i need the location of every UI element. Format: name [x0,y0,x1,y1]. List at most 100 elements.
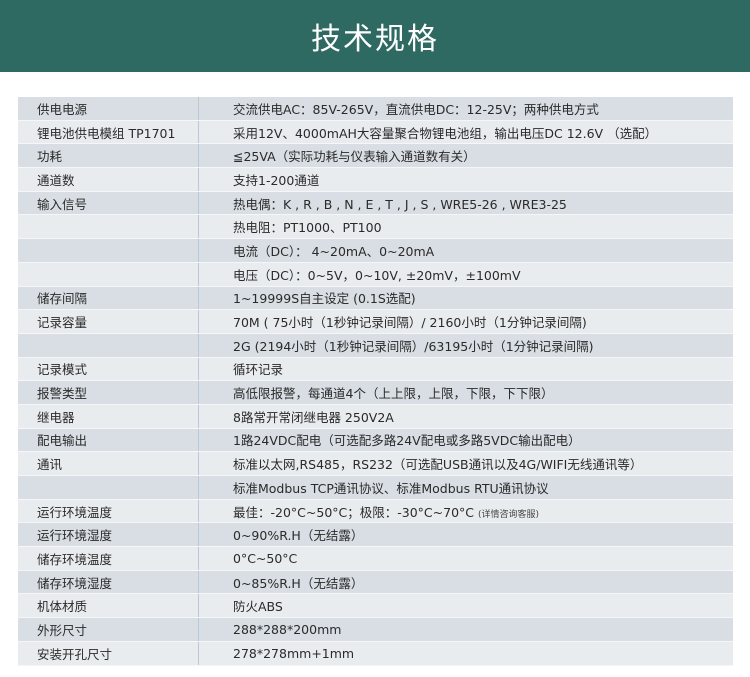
spec-value: 278*278mm+1mm [199,646,354,661]
spec-label: 锂电池供电模组 TP1701 [18,120,199,144]
table-row: 运行环境湿度 0~90%R.H（无结露） [18,523,733,548]
spec-value-text: 热电阻：PT1000、PT100 [233,220,382,236]
spec-label: 输入信号 [18,191,199,215]
spec-value: 70M ( 75小时（1秒钟记录间隔）/ 2160小时（1分钟记录间隔) [199,312,587,331]
spec-value-text: 0°C~50°C [233,550,298,566]
spec-value-text: 热电偶：K , R , B , N , E , T , J , S , WRE5… [233,196,567,212]
spec-label: 运行环境温度 [18,499,199,523]
spec-value-text: 2G (2194小时（1秒钟记录间隔）/63195小时（1分钟记录间隔) [233,338,594,354]
spec-value-text: 70M ( 75小时（1秒钟记录间隔）/ 2160小时（1分钟记录间隔) [233,315,587,331]
spec-label: 储存环境温度 [18,547,199,570]
table-row: 通讯 标准以太网,RS485，RS232（可选配USB通讯以及4G/WIFI无线通… [18,452,733,476]
spec-value: 热电阻：PT1000、PT100 [199,217,382,236]
spec-note: (详情咨询客服) [478,509,540,520]
spec-label: 运行环境湿度 [18,523,199,547]
spec-value-text: 最佳：-20°C~50°C；极限：-30°C~70°C [233,504,475,520]
table-row: 储存间隔 1~19999S自主设定 (0.1S选配) [18,286,733,311]
spec-table: 供电电源 交流供电AC：85V-265V，直流供电DC：12-25V；两种供电方式… [18,97,733,666]
header-banner: 技术规格 [0,0,750,72]
spec-value: 8路常开常闭继电器 250V2A [199,407,394,426]
spec-label [18,239,199,262]
spec-label: 配电输出 [18,428,199,452]
table-row: 标准Modbus TCP通讯协议、标准Modbus RTU通讯协议 [18,476,733,500]
spec-value-text: 288*288*200mm [233,621,342,637]
spec-label: 储存间隔 [18,286,199,310]
spec-value-text: ≦25VA（实际功耗与仪表输入通道数有关） [233,149,476,165]
spec-value: 0~85%R.H（无结露） [199,573,363,592]
spec-label: 安装开孔尺寸 [18,641,199,665]
table-row: 报警类型 高低限报警，每通道4个（上上限，上限，下限，下下限） [18,381,733,405]
table-row: 供电电源 交流供电AC：85V-265V，直流供电DC：12-25V；两种供电方式 [18,97,733,121]
spec-value: 采用12V、4000mAH大容量聚合物锂电池组，输出电压DC 12.6V （选配… [199,123,657,142]
spec-value: 0°C~50°C [199,551,297,566]
table-row: 机体材质 防火ABS [18,594,733,619]
spec-value-text: 标准Modbus TCP通讯协议、标准Modbus RTU通讯协议 [233,480,549,496]
table-row: 储存环境温度 0°C~50°C [18,547,733,571]
spec-label [18,262,199,286]
table-row: 配电输出 1路24VDC配电（可选配多路24V配电或多路5VDC输出配电） [18,428,733,453]
spec-label: 记录模式 [18,357,199,381]
spec-value-text: 0~90%R.H（无结露） [233,528,364,544]
spec-value: 标准以太网,RS485，RS232（可选配USB通讯以及4G/WIFI无线通讯等… [199,454,642,473]
spec-value-text: 循环记录 [233,362,284,378]
spec-label: 通讯 [18,452,199,475]
spec-label: 储存环境湿度 [18,570,199,594]
spec-value-text: 1~19999S自主设定 (0.1S选配) [233,291,416,307]
spec-label: 外形尺寸 [18,618,199,641]
spec-label [18,333,199,357]
spec-label [18,476,199,499]
spec-value: 支持1-200通道 [199,170,319,189]
table-row: 记录模式 循环记录 [18,357,733,382]
spec-label: 报警类型 [18,381,199,404]
spec-value: 热电偶：K , R , B , N , E , T , J , S , WRE5… [199,194,567,213]
spec-value: 标准Modbus TCP通讯协议、标准Modbus RTU通讯协议 [199,478,549,497]
spec-value: 2G (2194小时（1秒钟记录间隔）/63195小时（1分钟记录间隔) [199,336,594,355]
spec-label: 功耗 [18,144,199,168]
spec-value: 288*288*200mm [199,622,341,637]
spec-value-text: 电压（DC）：0~5V，0~10V, ±20mV，±100mV [233,267,521,283]
spec-value: 1路24VDC配电（可选配多路24V配电或多路5VDC输出配电） [199,430,581,449]
table-row: 功耗 ≦25VA（实际功耗与仪表输入通道数有关） [18,144,733,169]
spec-label: 继电器 [18,404,199,428]
spec-value: 循环记录 [199,359,283,378]
table-row: 继电器 8路常开常闭继电器 250V2A [18,404,733,429]
spec-value-text: 0~85%R.H（无结露） [233,575,364,591]
spec-value-text: 电流（DC）： 4~20mA、0~20mA [233,243,435,259]
spec-label [18,215,199,239]
spec-value: 最佳：-20°C~50°C；极限：-30°C~70°C (详情咨询客服) [199,502,539,521]
spec-value-text: 采用12V、4000mAH大容量聚合物锂电池组，输出电压DC 12.6V （选配… [233,125,658,141]
spec-value-text: 支持1-200通道 [233,172,320,188]
table-row: 通道数 支持1-200通道 [18,168,733,192]
table-row: 记录容量 70M ( 75小时（1秒钟记录间隔）/ 2160小时（1分钟记录间隔) [18,310,733,334]
spec-value-text: 交流供电AC：85V-265V，直流供电DC：12-25V；两种供电方式 [233,101,599,117]
table-row: 2G (2194小时（1秒钟记录间隔）/63195小时（1分钟记录间隔) [18,333,733,358]
spec-value: ≦25VA（实际功耗与仪表输入通道数有关） [199,146,476,165]
spec-value: 防火ABS [199,596,283,615]
spec-value: 电流（DC）： 4~20mA、0~20mA [199,241,434,260]
table-row: 外形尺寸 288*288*200mm [18,618,733,642]
table-row: 输入信号 热电偶：K , R , B , N , E , T , J , S , … [18,191,733,216]
spec-value-text: 标准以太网,RS485，RS232（可选配USB通讯以及4G/WIFI无线通讯等… [233,457,643,473]
spec-value: 交流供电AC：85V-265V，直流供电DC：12-25V；两种供电方式 [199,99,599,118]
spec-label: 记录容量 [18,310,199,333]
spec-label: 通道数 [18,168,199,191]
spec-value-text: 1路24VDC配电（可选配多路24V配电或多路5VDC输出配电） [233,433,581,449]
spec-value-text: 8路常开常闭继电器 250V2A [233,409,394,425]
table-row: 锂电池供电模组 TP1701 采用12V、4000mAH大容量聚合物锂电池组，输出… [18,120,733,145]
spec-label: 供电电源 [18,97,199,120]
spec-value: 高低限报警，每通道4个（上上限，上限，下限，下下限） [199,383,553,402]
spec-value: 电压（DC）：0~5V，0~10V, ±20mV，±100mV [199,265,521,284]
spec-value: 1~19999S自主设定 (0.1S选配) [199,288,416,307]
page-title: 技术规格 [311,22,439,57]
spec-label: 机体材质 [18,594,199,618]
spec-value-text: 高低限报警，每通道4个（上上限，上限，下限，下下限） [233,386,554,402]
table-row: 安装开孔尺寸 278*278mm+1mm [18,641,733,666]
table-row: 电流（DC）： 4~20mA、0~20mA [18,239,733,263]
table-row: 运行环境温度 最佳：-20°C~50°C；极限：-30°C~70°C (详情咨询客服… [18,499,733,524]
spec-value: 0~90%R.H（无结露） [199,525,363,544]
spec-value-text: 防火ABS [233,599,283,615]
table-row: 电压（DC）：0~5V，0~10V, ±20mV，±100mV [18,262,733,287]
spec-value-text: 278*278mm+1mm [233,645,355,661]
table-row: 热电阻：PT1000、PT100 [18,215,733,240]
table-row: 储存环境湿度 0~85%R.H（无结露） [18,570,733,595]
